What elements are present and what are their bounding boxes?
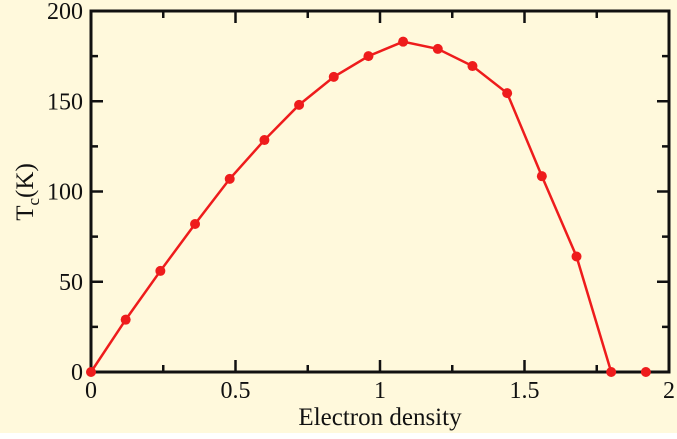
y-tick-label: 150 — [47, 89, 83, 115]
data-point — [259, 135, 270, 146]
data-point — [294, 99, 305, 110]
data-point — [467, 61, 478, 72]
data-point — [502, 88, 513, 99]
data-point — [155, 265, 166, 276]
data-point — [398, 36, 409, 47]
y-tick-label: 100 — [47, 180, 83, 206]
data-point — [190, 218, 201, 229]
x-tick-label: 0.5 — [221, 378, 251, 404]
y-tick-label: 50 — [59, 270, 83, 296]
x-tick-label: 1.5 — [510, 378, 540, 404]
x-tick-labels: 0 0.5 1 1.5 2 — [85, 378, 675, 404]
axis-ticks — [89, 9, 671, 374]
x-axis-label: Electron density — [298, 404, 462, 431]
data-point — [328, 71, 339, 82]
data-point — [120, 314, 131, 325]
x-tick-label: 2 — [663, 378, 675, 404]
y-tick-labels: 0 50 100 150 200 — [47, 0, 83, 386]
y-axis-label: Tc(K) — [12, 163, 43, 221]
data-point — [536, 171, 547, 182]
data-point — [363, 51, 374, 62]
plot-frame — [89, 9, 671, 374]
data-line — [89, 40, 613, 373]
data-point — [224, 173, 235, 184]
data-point — [432, 43, 443, 54]
data-point — [86, 367, 96, 377]
data-point — [606, 367, 617, 377]
x-tick-label: 1 — [374, 378, 386, 404]
data-point — [640, 367, 651, 377]
data-point — [571, 251, 582, 262]
y-tick-label: 0 — [71, 360, 83, 386]
x-tick-label: 0 — [85, 378, 97, 404]
y-tick-label: 200 — [47, 0, 83, 25]
data-points — [86, 36, 651, 377]
